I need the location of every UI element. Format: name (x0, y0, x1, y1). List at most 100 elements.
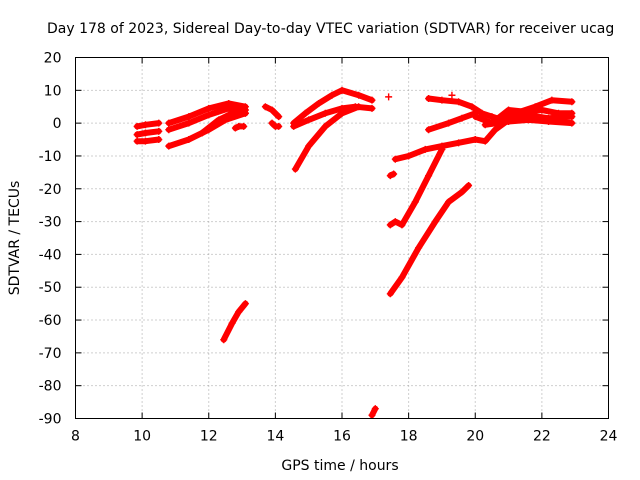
data-point (385, 93, 393, 101)
data-point (405, 152, 413, 160)
data-point (368, 96, 376, 104)
data-point (268, 119, 276, 127)
data-point (155, 119, 163, 127)
y-tick-label: 0 (53, 116, 62, 132)
data-point (355, 91, 363, 99)
data-point (338, 86, 346, 94)
series-trace (220, 300, 249, 343)
data-point (165, 126, 173, 134)
data-point (155, 136, 163, 144)
data-point (498, 114, 506, 122)
data-point (465, 181, 473, 189)
data-point (425, 126, 433, 134)
x-tick-label: 8 (71, 429, 80, 445)
data-point (215, 116, 223, 124)
series-arc-10 (261, 103, 283, 121)
data-point (133, 122, 141, 130)
data-point (268, 106, 276, 114)
data-point (205, 111, 213, 119)
series-arc-14 (291, 103, 363, 173)
data-point (321, 109, 329, 117)
x-tick-label: 24 (600, 429, 618, 445)
data-point (321, 122, 329, 130)
data-point (315, 99, 323, 107)
data-point (448, 91, 456, 99)
data-point (455, 139, 463, 147)
data-point (141, 137, 149, 145)
data-point (491, 126, 499, 134)
y-tick-label: -40 (39, 247, 62, 263)
data-point (421, 145, 429, 153)
series-arc-12 (290, 86, 376, 127)
data-point (220, 336, 228, 344)
data-point (291, 165, 299, 173)
data-point (231, 108, 239, 116)
x-axis-label: GPS time / hours (281, 458, 398, 474)
data-point (141, 129, 149, 137)
data-point (155, 127, 163, 135)
data-point (468, 103, 476, 111)
data-point (368, 411, 376, 419)
data-point (133, 131, 141, 139)
data-point (471, 113, 479, 121)
series-arc-22 (448, 91, 456, 99)
data-point (445, 119, 453, 127)
data-point (458, 188, 466, 196)
data-point (185, 136, 193, 144)
y-tick-label: -10 (39, 149, 62, 165)
y-tick-label: 10 (44, 83, 62, 99)
data-point (133, 137, 141, 145)
series-arc-9 (231, 122, 248, 132)
data-point (548, 96, 556, 104)
data-series (133, 86, 576, 419)
data-point (471, 136, 479, 144)
axis-ticks: 8 10 12 14 16 18 20 22 24 20 10 0 -10 -20 -30 -40 -50 -60… (39, 51, 618, 445)
data-point (328, 91, 336, 99)
x-tick-label: 18 (400, 429, 418, 445)
data-point (390, 170, 398, 178)
series-trace (199, 108, 249, 136)
x-tick-label: 10 (133, 429, 151, 445)
data-point (205, 104, 213, 112)
data-point (425, 95, 433, 103)
data-point (386, 290, 394, 298)
y-tick-label: -90 (39, 412, 62, 428)
data-point (240, 122, 248, 130)
y-tick-label: -80 (39, 379, 62, 395)
data-point (338, 109, 346, 117)
series-arc-2 (133, 127, 163, 139)
data-point (545, 114, 553, 122)
y-tick-label: -70 (39, 346, 62, 362)
data-point (228, 319, 236, 327)
data-point (415, 244, 423, 252)
data-point (391, 218, 399, 226)
data-point (185, 113, 193, 121)
data-point (458, 114, 466, 122)
data-point (305, 116, 313, 124)
data-point (290, 122, 298, 130)
series-trace (425, 110, 479, 133)
series-arc-23 (425, 109, 479, 134)
data-point (241, 300, 249, 308)
data-point (225, 104, 233, 112)
data-point (398, 221, 406, 229)
series-arc-20 (386, 181, 473, 298)
data-point (478, 109, 486, 117)
y-axis-label: SDTVAR / TECUs (7, 181, 23, 296)
data-point (481, 121, 489, 129)
series-arc-16 (385, 93, 393, 101)
series-arc-8 (220, 300, 249, 344)
y-tick-label: -30 (39, 215, 62, 231)
y-tick-label: -60 (39, 313, 62, 329)
x-tick-label: 22 (533, 429, 551, 445)
data-point (568, 113, 576, 121)
series-trace (498, 111, 575, 122)
data-point (481, 137, 489, 145)
data-point (438, 142, 446, 150)
y-tick-label: 20 (44, 51, 62, 67)
chart-title: Day 178 of 2023, Sidereal Day-to-day VTE… (47, 21, 614, 37)
data-point (438, 96, 446, 104)
data-point (386, 221, 394, 229)
data-point (165, 119, 173, 127)
